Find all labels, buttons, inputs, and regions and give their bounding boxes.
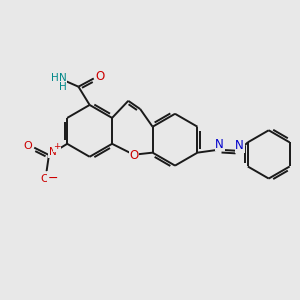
Text: O: O <box>41 174 50 184</box>
Text: O: O <box>129 149 138 162</box>
Text: H: H <box>51 74 59 83</box>
Text: H: H <box>59 82 66 92</box>
Text: N: N <box>49 147 56 157</box>
Text: N: N <box>215 138 224 151</box>
Text: N: N <box>235 139 244 152</box>
Text: +: + <box>53 142 61 151</box>
Text: −: − <box>48 172 58 185</box>
Text: O: O <box>96 70 105 83</box>
Text: N: N <box>59 74 66 83</box>
Text: O: O <box>23 142 32 152</box>
